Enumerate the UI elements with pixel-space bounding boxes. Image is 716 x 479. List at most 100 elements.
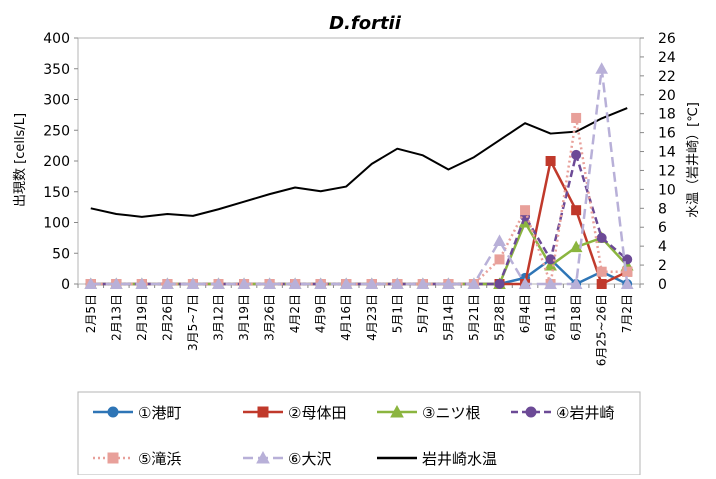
legend-swatch-marker [256, 450, 270, 464]
y-tick-label: 400 [43, 31, 70, 47]
x-tick-label: 2月5日 [84, 294, 98, 333]
y-tick-label: 350 [43, 62, 70, 78]
legend-swatch-marker [257, 406, 269, 418]
series-⑥大沢 [84, 62, 634, 289]
data-point [569, 240, 583, 253]
data-point [494, 279, 505, 289]
x-tick-label: 6月25~26日 [595, 294, 609, 366]
legend-swatch-marker [390, 404, 404, 418]
legend-label: ⑥大沢 [288, 450, 331, 468]
x-tick-label: 5月28日 [493, 294, 507, 341]
y2-tick-label: 0 [658, 277, 667, 293]
y-tick-label: 200 [43, 154, 70, 170]
legend-item: ①港町 [93, 404, 181, 422]
y-tick-label: 300 [43, 93, 70, 109]
x-tick-label: 3月26日 [263, 294, 277, 341]
series-line [90, 153, 629, 286]
data-point [442, 277, 455, 289]
data-point [520, 205, 531, 216]
data-point [571, 205, 582, 216]
y2-tick-label: 16 [658, 126, 676, 142]
legend-item: 岩井崎水温 [377, 450, 497, 468]
data-point [596, 279, 607, 289]
x-tick-label: 3月12日 [212, 294, 226, 341]
legend: ①港町 ②母体田 ③ニツ根 ④岩井崎 ⑤滝浜 ⑥大沢 岩井崎水温 [77, 391, 641, 476]
series-line [90, 107, 628, 218]
x-tick-label: 6月4日 [518, 294, 532, 333]
y2-tick-label: 24 [658, 50, 676, 66]
legend-box [77, 391, 641, 476]
legend-label: ④岩井崎 [556, 404, 614, 422]
y2-tick-label: 8 [658, 201, 667, 217]
plot-border [77, 37, 641, 285]
y-axis-label: 出現数 [cells/L] [13, 113, 28, 207]
x-tick-label: 4月16日 [339, 294, 353, 341]
data-point [569, 277, 583, 289]
x-tick-label: 5月21日 [467, 294, 481, 341]
y2-tick-label: 22 [658, 69, 676, 85]
x-tick-label: 5月1日 [390, 294, 404, 333]
legend-item: ②母体田 [243, 404, 346, 422]
y2-axis-label: 水温（岩井崎）[℃] [686, 102, 701, 218]
plot-area: 0501001502002503003504000246810121416182… [43, 31, 676, 366]
legend-swatch-marker [107, 406, 119, 418]
data-point [595, 62, 609, 74]
data-point [620, 277, 634, 289]
y2-tick-label: 20 [658, 88, 676, 104]
data-point [518, 277, 532, 289]
legend-label: ②母体田 [288, 404, 346, 422]
chart-title: D.fortii [329, 13, 402, 34]
x-tick-label: 2月19日 [135, 294, 149, 341]
series-line [90, 159, 628, 286]
data-point [544, 277, 557, 289]
data-point [212, 277, 225, 289]
y2-tick-label: 4 [658, 239, 667, 255]
data-point [390, 277, 404, 289]
legend-item: ⑤滝浜 [93, 450, 181, 468]
y2-tick-label: 14 [658, 145, 676, 161]
data-point [467, 277, 481, 289]
series-line [90, 67, 629, 286]
x-tick-label: 4月9日 [314, 294, 328, 333]
y-tick-label: 50 [52, 246, 70, 262]
y-tick-label: 0 [61, 277, 70, 293]
data-point [109, 277, 123, 289]
legend-label: ③ニツ根 [422, 404, 480, 422]
data-point [263, 277, 276, 289]
data-point [314, 277, 328, 289]
legend-label: ⑤滝浜 [138, 450, 181, 468]
legend-label: ①港町 [138, 404, 181, 422]
legend-label: 岩井崎水温 [422, 450, 497, 468]
x-tick-label: 3月19日 [237, 294, 251, 341]
data-point [571, 112, 582, 123]
data-point [135, 277, 149, 289]
y-tick-label: 250 [43, 123, 70, 139]
x-tick-label: 4月2日 [288, 294, 302, 333]
data-point [84, 277, 98, 289]
x-tick-label: 2月26日 [160, 294, 174, 341]
y-tick-label: 100 [43, 216, 70, 232]
data-point [494, 254, 505, 265]
x-tick-label: 6月11日 [544, 294, 558, 341]
y2-tick-label: 10 [658, 182, 676, 198]
y2-tick-label: 18 [658, 107, 676, 123]
data-point [571, 149, 582, 160]
data-point [161, 277, 174, 289]
y2-tick-label: 2 [658, 258, 667, 274]
data-point [186, 277, 200, 289]
legend-item: ④岩井崎 [511, 404, 614, 422]
data-point [365, 277, 379, 289]
data-point [596, 266, 607, 277]
series-岩井崎水温 [90, 107, 628, 218]
x-tick-label: 3月5~7日 [186, 294, 200, 351]
y2-tick-label: 12 [658, 163, 676, 179]
x-tick-label: 4月23日 [365, 294, 379, 341]
data-point [545, 156, 556, 166]
legend-swatch-marker [525, 406, 537, 418]
data-point [493, 234, 506, 246]
data-point [622, 266, 633, 277]
data-point [237, 277, 251, 289]
legend-swatch-marker [107, 452, 119, 464]
